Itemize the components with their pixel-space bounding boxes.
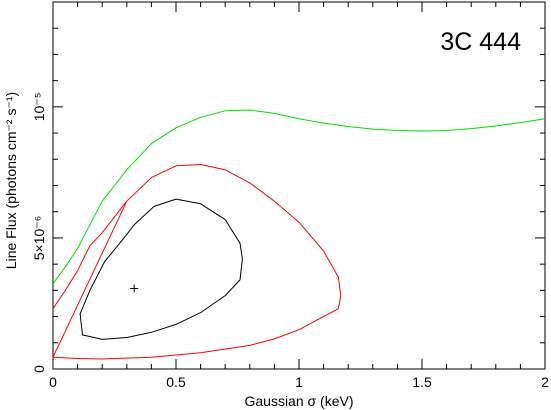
y-axis-label: Line Flux (photons cm⁻² s⁻¹) xyxy=(3,92,19,269)
x-tick-label: 1 xyxy=(295,374,303,390)
ticks-layer: 0 0.5 1 1.5 2 0 5×10⁻⁶ 10⁻⁵ xyxy=(31,2,549,390)
contour-line-2 xyxy=(52,200,128,309)
chart-title: 3C 444 xyxy=(440,28,521,56)
plot-frame xyxy=(52,1,546,370)
x-tick-label: 0.5 xyxy=(166,374,186,390)
x-tick-label: 1.5 xyxy=(412,374,432,390)
marker-layer xyxy=(130,284,139,293)
contour-line-0 xyxy=(79,198,243,340)
x-axis-label: Gaussian σ (keV) xyxy=(244,393,353,409)
contour-line-1 xyxy=(52,164,342,360)
y-tick-label: 5×10⁻⁶ xyxy=(31,216,47,261)
series-layer xyxy=(52,109,546,360)
x-tick-label: 0 xyxy=(49,374,57,390)
best-fit-marker xyxy=(130,284,139,293)
y-tick-label: 10⁻⁵ xyxy=(31,92,47,121)
y-tick-label: 0 xyxy=(31,365,47,373)
x-tick-label: 2 xyxy=(541,374,549,390)
contour-line-3 xyxy=(52,109,546,285)
